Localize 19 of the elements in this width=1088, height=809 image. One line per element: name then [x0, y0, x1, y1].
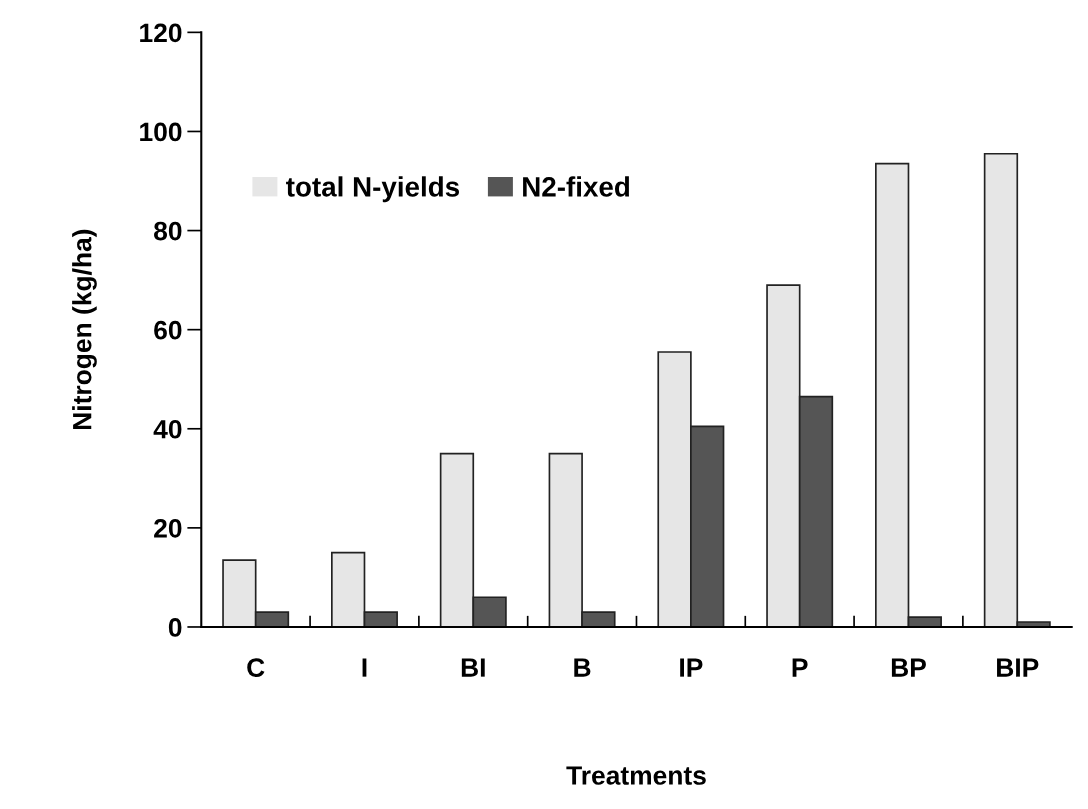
x-tick-label: IP	[680, 658, 703, 677]
y-tick-label: 0	[168, 618, 182, 637]
legend-label: N2-fixed	[523, 176, 629, 197]
y-tick-label: 100	[140, 122, 182, 142]
legend-label: total N-yields	[286, 176, 459, 203]
x-tick-label: C	[247, 658, 265, 677]
y-tick-label: 60	[154, 320, 182, 340]
y-tick-label: 20	[154, 519, 182, 538]
x-tick-label: P	[792, 658, 808, 677]
y-tick-label: 40	[153, 419, 182, 439]
x-tick-label: B	[574, 658, 591, 677]
y-tick-label: 80	[154, 221, 182, 241]
x-axis-title: Treatments	[566, 766, 706, 785]
x-tick-label: BP	[891, 658, 926, 677]
x-tick-label: I	[362, 658, 367, 677]
x-tick-label: BIP	[997, 658, 1039, 677]
y-tick-label: 120	[140, 23, 182, 43]
x-tick-label: BI	[461, 658, 485, 677]
y-axis-title: Nitrogen (kg/ha)	[72, 229, 97, 430]
